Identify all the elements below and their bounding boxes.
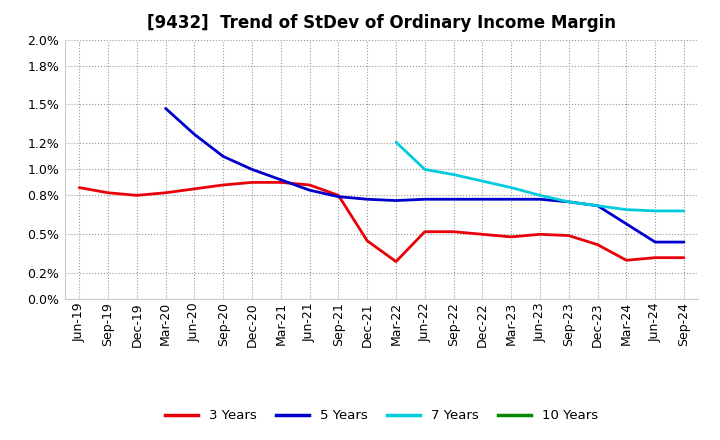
3 Years — [305, 182, 314, 187]
5 Years — [622, 221, 631, 227]
3 Years — [363, 238, 372, 243]
3 Years — [593, 242, 602, 247]
7 Years — [420, 167, 429, 172]
7 Years — [392, 139, 400, 145]
5 Years — [392, 198, 400, 203]
7 Years — [507, 185, 516, 190]
3 Years — [161, 190, 170, 195]
5 Years — [593, 203, 602, 209]
Title: [9432]  Trend of StDev of Ordinary Income Margin: [9432] Trend of StDev of Ordinary Income… — [147, 15, 616, 33]
7 Years — [536, 193, 544, 198]
5 Years — [564, 199, 573, 205]
3 Years — [190, 186, 199, 191]
5 Years — [219, 154, 228, 159]
5 Years — [248, 167, 256, 172]
3 Years — [104, 190, 112, 195]
3 Years — [276, 180, 285, 185]
5 Years — [536, 197, 544, 202]
5 Years — [363, 197, 372, 202]
5 Years — [680, 239, 688, 245]
3 Years — [132, 193, 141, 198]
3 Years — [392, 259, 400, 264]
7 Years — [622, 207, 631, 212]
Line: 5 Years: 5 Years — [166, 108, 684, 242]
3 Years — [219, 182, 228, 187]
5 Years — [334, 194, 343, 199]
7 Years — [651, 208, 660, 213]
3 Years — [622, 258, 631, 263]
Line: 3 Years: 3 Years — [79, 182, 684, 261]
Legend: 3 Years, 5 Years, 7 Years, 10 Years: 3 Years, 5 Years, 7 Years, 10 Years — [160, 404, 603, 428]
5 Years — [190, 132, 199, 137]
3 Years — [478, 231, 487, 237]
5 Years — [161, 106, 170, 111]
5 Years — [651, 239, 660, 245]
5 Years — [420, 197, 429, 202]
3 Years — [248, 180, 256, 185]
7 Years — [680, 208, 688, 213]
3 Years — [449, 229, 458, 235]
3 Years — [651, 255, 660, 260]
7 Years — [449, 172, 458, 177]
7 Years — [478, 179, 487, 184]
3 Years — [564, 233, 573, 238]
3 Years — [75, 185, 84, 190]
3 Years — [420, 229, 429, 235]
3 Years — [680, 255, 688, 260]
5 Years — [305, 187, 314, 193]
5 Years — [276, 177, 285, 183]
Line: 7 Years: 7 Years — [396, 142, 684, 211]
3 Years — [334, 193, 343, 198]
3 Years — [507, 234, 516, 239]
3 Years — [536, 231, 544, 237]
7 Years — [593, 203, 602, 209]
7 Years — [564, 199, 573, 205]
5 Years — [478, 197, 487, 202]
5 Years — [449, 197, 458, 202]
5 Years — [507, 197, 516, 202]
